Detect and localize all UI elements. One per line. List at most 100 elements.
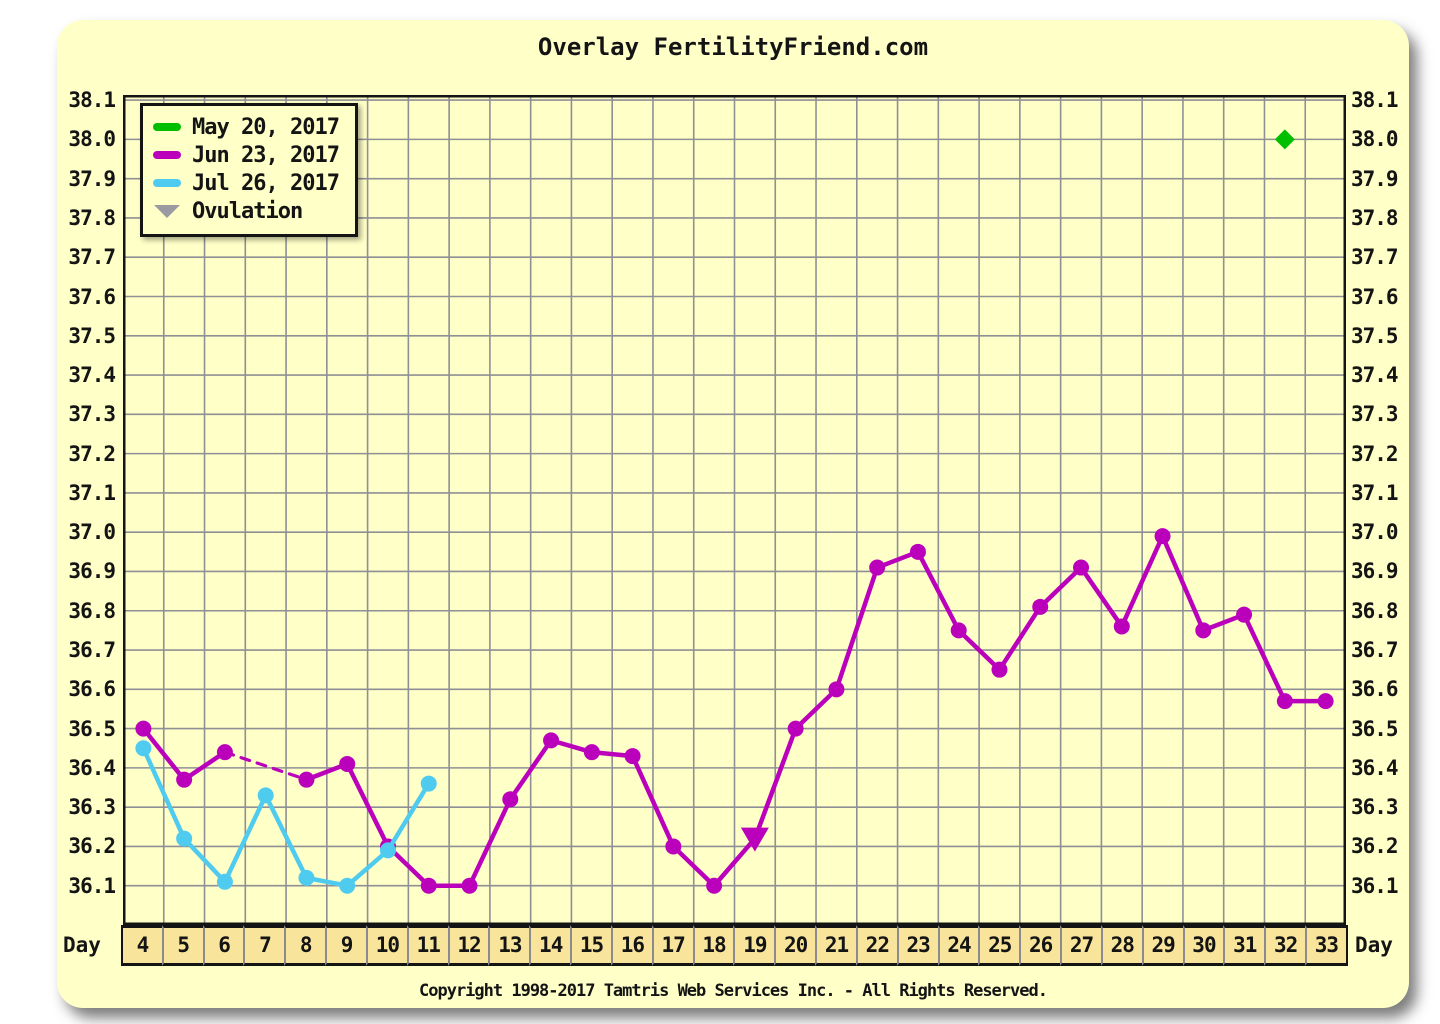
data-point: [216, 744, 233, 761]
legend: May 20, 2017 Jun 23, 2017 Jul 26, 2017 Ovul…: [140, 103, 358, 237]
y-tick-label-left: 37.0: [68, 520, 116, 545]
day-cell: 30: [1182, 925, 1224, 966]
y-tick-label-left: 36.7: [68, 638, 116, 663]
day-cell: 21: [815, 925, 856, 966]
day-cell: 12: [447, 925, 489, 966]
day-cell: 8: [284, 925, 326, 966]
copyright-text: Copyright 1998-2017 Tamtris Web Services…: [419, 981, 1048, 1001]
data-point: [135, 740, 152, 757]
y-tick-label-left: 37.5: [68, 323, 116, 348]
chart-panel: Overlay FertilityFriend.com 38.1 38.0 37.9…: [57, 20, 1409, 1008]
data-point: [706, 877, 723, 894]
y-tick-label-left: 36.1: [68, 873, 116, 898]
legend-line-swatch: [153, 151, 181, 159]
day-cell: 33: [1305, 925, 1346, 966]
y-tick-label-left: 36.6: [68, 677, 116, 702]
series-may-20-2017: [1274, 129, 1295, 150]
y-tick-label-left: 37.2: [68, 441, 116, 466]
legend-item: Ovulation: [153, 197, 339, 225]
ovulation-marker-icon: [740, 827, 769, 852]
y-tick-label-right: 36.8: [1351, 598, 1399, 623]
data-point: [379, 842, 396, 859]
y-tick-label-right: 37.0: [1351, 520, 1399, 545]
legend-line-swatch: [153, 123, 181, 131]
series-jun-23-2017: [135, 528, 1334, 894]
y-tick-label-left: 37.1: [68, 480, 116, 505]
y-tick-label-right: 36.9: [1351, 559, 1399, 584]
data-point: [1195, 622, 1212, 639]
day-cell: 31: [1223, 925, 1265, 966]
gridlines: [123, 95, 1346, 925]
plot-border: [123, 95, 1346, 925]
day-cell: 27: [1060, 925, 1101, 966]
data-point: [787, 720, 804, 737]
day-cell: 7: [243, 925, 285, 966]
y-tick-label-right: 38.1: [1351, 88, 1399, 113]
y-tick-label-right: 38.0: [1351, 127, 1399, 152]
y-tick-label-right: 37.2: [1351, 441, 1399, 466]
day-cell: 5: [161, 925, 203, 966]
data-point: [1276, 693, 1293, 710]
day-cell: 17: [651, 925, 693, 966]
y-tick-label-left: 36.4: [68, 755, 116, 780]
data-point: [502, 791, 519, 808]
y-tick-label-right: 37.7: [1351, 245, 1399, 270]
data-point: [420, 877, 437, 894]
legend-item: Jul 26, 2017: [153, 169, 340, 197]
y-tick-label-left: 37.4: [68, 363, 116, 388]
y-tick-label-right: 37.9: [1351, 166, 1399, 191]
y-tick-label-right: 36.3: [1351, 795, 1399, 820]
y-tick-label-right: 37.4: [1351, 363, 1399, 388]
y-tick-label-left: 36.5: [68, 716, 116, 741]
legend-item: Jun 23, 2017: [153, 141, 340, 169]
data-point: [624, 748, 641, 765]
y-tick-label-right: 37.5: [1351, 323, 1399, 348]
data-point: [257, 787, 274, 804]
data-point: [1073, 559, 1090, 576]
y-tick-label-left: 36.3: [68, 795, 116, 820]
data-point: [909, 543, 926, 560]
y-tick-label-right: 36.2: [1351, 834, 1399, 859]
data-point: [583, 744, 600, 761]
data-point: [1317, 693, 1334, 710]
ovulation-triangle-icon: [154, 204, 180, 218]
y-tick-label-left: 38.0: [68, 127, 116, 152]
day-axis-header: 4 5 6 7 8 9 10 11 12 13 14 15 16 17 18 19 20 21 22 23 24 25 26…: [121, 925, 1348, 966]
day-cell: 13: [488, 925, 530, 966]
day-cell: 32: [1264, 925, 1306, 966]
y-tick-label-left: 38.1: [68, 88, 116, 113]
day-cell: 4: [123, 925, 162, 966]
day-cell: 25: [978, 925, 1020, 966]
day-cell: 23: [896, 925, 938, 966]
day-axis-title-left: Day: [63, 933, 101, 957]
data-point: [216, 873, 233, 890]
legend-item: May 20, 2017: [153, 113, 340, 141]
day-cell: 26: [1019, 925, 1061, 966]
y-tick-label-left: 37.9: [68, 166, 116, 191]
data-point: [420, 775, 437, 792]
data-point: [298, 771, 315, 788]
data-point: [869, 559, 886, 576]
legend-item-label: Jul 26, 2017: [192, 170, 340, 196]
data-point: [950, 622, 967, 639]
data-point: [828, 681, 845, 698]
legend-item-label: May 20, 2017: [192, 114, 340, 140]
y-tick-label-right: 36.7: [1351, 638, 1399, 663]
data-point: [339, 755, 356, 772]
day-cell: 15: [570, 925, 611, 966]
legend-line-swatch: [153, 179, 181, 187]
data-point: [298, 869, 315, 886]
day-axis-title-right: Day: [1355, 933, 1393, 957]
y-tick-label-left: 37.8: [68, 205, 116, 230]
data-point: [461, 877, 478, 894]
data-point: [1113, 618, 1130, 635]
day-cell: 24: [937, 925, 979, 966]
day-cell: 28: [1100, 925, 1142, 966]
data-point: [176, 830, 193, 847]
legend-item-label: Jun 23, 2017: [192, 142, 340, 168]
data-point: [991, 661, 1008, 678]
day-cell: 10: [365, 925, 407, 966]
y-tick-label-right: 37.1: [1351, 480, 1399, 505]
day-cell: 29: [1141, 925, 1183, 966]
day-cell: 9: [325, 925, 366, 966]
